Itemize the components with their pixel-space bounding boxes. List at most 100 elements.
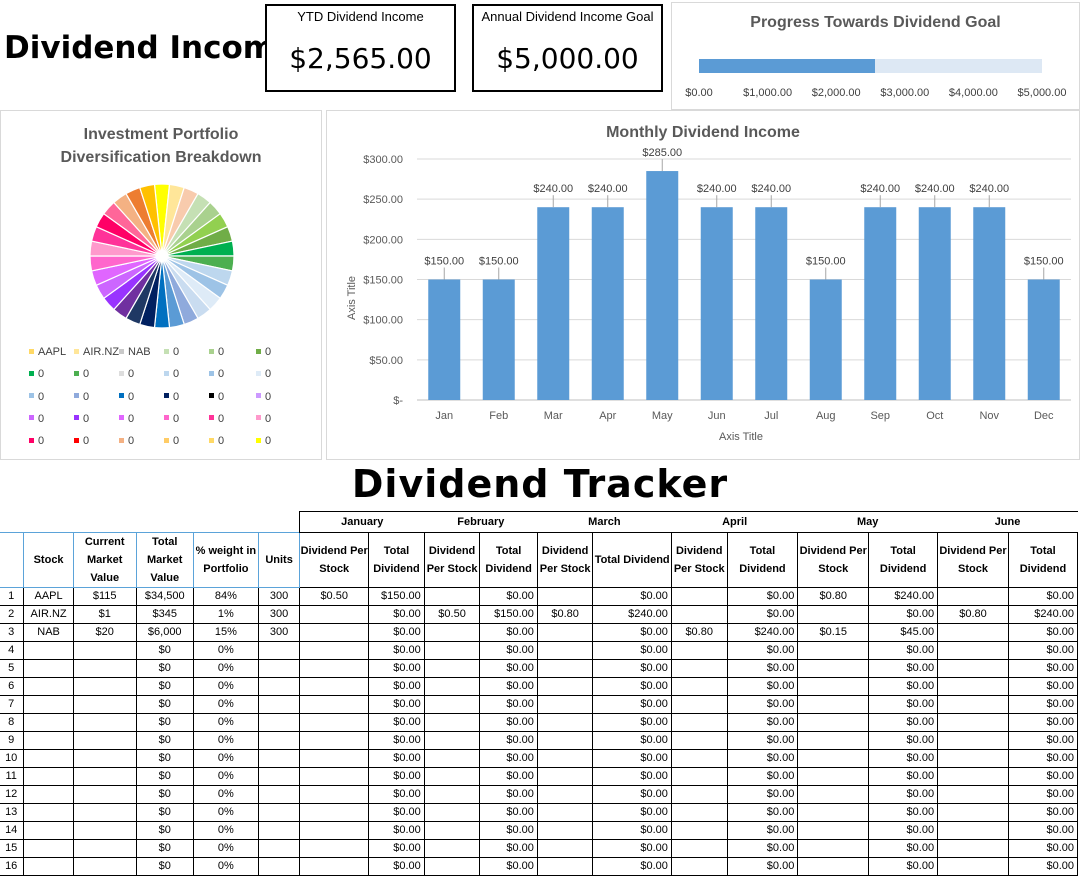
table-cell[interactable] bbox=[72, 641, 137, 660]
table-cell[interactable] bbox=[670, 677, 728, 696]
table-cell[interactable] bbox=[299, 623, 370, 642]
table-cell[interactable]: $0.15 bbox=[797, 623, 870, 642]
table-cell[interactable]: $0.00 bbox=[726, 803, 799, 822]
table-cell[interactable]: AAPL bbox=[23, 587, 74, 606]
bar-mar[interactable] bbox=[537, 207, 570, 400]
table-cell[interactable] bbox=[536, 623, 594, 642]
table-cell[interactable]: 0% bbox=[192, 821, 259, 840]
table-cell[interactable]: $0.00 bbox=[592, 695, 672, 714]
table-cell[interactable]: $0.00 bbox=[726, 659, 799, 678]
pie-legend-item[interactable]: 0 bbox=[119, 413, 134, 425]
table-cell[interactable] bbox=[299, 821, 370, 840]
bar-may[interactable] bbox=[646, 171, 679, 400]
table-cell[interactable] bbox=[937, 785, 1009, 804]
table-cell[interactable]: $0.00 bbox=[726, 785, 799, 804]
table-cell[interactable] bbox=[423, 749, 481, 768]
table-cell[interactable]: $0.00 bbox=[1007, 821, 1079, 840]
table-cell[interactable]: $0.00 bbox=[1007, 713, 1079, 732]
table-cell[interactable] bbox=[23, 749, 74, 768]
monthly-income-panel[interactable]: Monthly Dividend Income Axis Title Axis … bbox=[326, 110, 1080, 460]
table-cell[interactable] bbox=[536, 785, 594, 804]
table-cell[interactable]: 16 bbox=[0, 857, 25, 876]
table-cell[interactable]: $0.00 bbox=[726, 713, 799, 732]
table-cell[interactable] bbox=[257, 821, 301, 840]
bar-jul[interactable] bbox=[755, 207, 788, 400]
table-cell[interactable]: $0.00 bbox=[868, 749, 939, 768]
table-cell[interactable]: $0.00 bbox=[1007, 857, 1079, 876]
table-cell[interactable]: $0.00 bbox=[868, 857, 939, 876]
table-cell[interactable] bbox=[797, 605, 870, 624]
table-cell[interactable] bbox=[536, 803, 594, 822]
table-cell[interactable]: 12 bbox=[0, 785, 25, 804]
annual-goal-card[interactable]: Annual Dividend Income Goal $5,000.00 bbox=[472, 4, 663, 92]
pie-legend-item[interactable]: 0 bbox=[74, 413, 89, 425]
table-cell[interactable] bbox=[937, 623, 1009, 642]
table-cell[interactable] bbox=[797, 821, 870, 840]
table-cell[interactable]: $0.00 bbox=[479, 749, 538, 768]
table-cell[interactable]: 11 bbox=[0, 767, 25, 786]
table-cell[interactable]: $0.00 bbox=[479, 839, 538, 858]
table-cell[interactable]: 14 bbox=[0, 821, 25, 840]
table-cell[interactable]: $0.00 bbox=[479, 659, 538, 678]
table-cell[interactable]: $0.80 bbox=[797, 587, 870, 606]
table-cell[interactable]: 0% bbox=[192, 641, 259, 660]
table-cell[interactable] bbox=[72, 839, 137, 858]
table-cell[interactable] bbox=[72, 713, 137, 732]
table-cell[interactable]: $0.00 bbox=[868, 677, 939, 696]
table-cell[interactable] bbox=[937, 695, 1009, 714]
table-cell[interactable]: $0.00 bbox=[479, 785, 538, 804]
table-cell[interactable]: $0.00 bbox=[868, 605, 939, 624]
table-cell[interactable]: 0% bbox=[192, 731, 259, 750]
table-cell[interactable]: $0.00 bbox=[726, 641, 799, 660]
table-cell[interactable]: $0.00 bbox=[592, 767, 672, 786]
pie-legend-item[interactable]: 0 bbox=[164, 346, 179, 358]
table-cell[interactable] bbox=[670, 659, 728, 678]
table-cell[interactable]: $0.00 bbox=[592, 713, 672, 732]
table-cell[interactable]: $0.00 bbox=[368, 677, 425, 696]
pie-legend-item[interactable]: NAB bbox=[119, 346, 151, 358]
table-cell[interactable] bbox=[937, 767, 1009, 786]
table-cell[interactable]: 2 bbox=[0, 605, 25, 624]
table-cell[interactable] bbox=[23, 731, 74, 750]
table-cell[interactable] bbox=[423, 785, 481, 804]
table-cell[interactable] bbox=[23, 695, 74, 714]
table-cell[interactable]: $0 bbox=[135, 731, 194, 750]
table-cell[interactable] bbox=[23, 677, 74, 696]
table-cell[interactable]: $0.00 bbox=[368, 623, 425, 642]
table-cell[interactable]: $0.00 bbox=[592, 731, 672, 750]
table-cell[interactable]: 0% bbox=[192, 677, 259, 696]
table-cell[interactable]: $0 bbox=[135, 803, 194, 822]
table-cell[interactable] bbox=[299, 695, 370, 714]
portfolio-pie-panel[interactable]: Investment Portfolio Diversification Bre… bbox=[0, 110, 322, 460]
table-cell[interactable] bbox=[72, 695, 137, 714]
table-cell[interactable] bbox=[797, 659, 870, 678]
table-cell[interactable]: $0.00 bbox=[368, 839, 425, 858]
table-cell[interactable] bbox=[423, 839, 481, 858]
table-cell[interactable]: $0.00 bbox=[479, 713, 538, 732]
table-cell[interactable] bbox=[937, 731, 1009, 750]
table-cell[interactable]: $0.00 bbox=[368, 731, 425, 750]
table-cell[interactable]: $0.00 bbox=[868, 839, 939, 858]
table-cell[interactable]: $0.00 bbox=[868, 731, 939, 750]
table-cell[interactable]: 1 bbox=[0, 587, 25, 606]
table-cell[interactable]: $0.00 bbox=[368, 803, 425, 822]
pie-legend-item[interactable]: 0 bbox=[119, 435, 134, 447]
table-cell[interactable]: $0.00 bbox=[368, 605, 425, 624]
table-cell[interactable] bbox=[257, 731, 301, 750]
table-cell[interactable]: $0.00 bbox=[1007, 623, 1079, 642]
table-cell[interactable]: $0.50 bbox=[299, 587, 370, 606]
table-cell[interactable] bbox=[536, 749, 594, 768]
pie-legend-item[interactable]: 0 bbox=[164, 413, 179, 425]
table-cell[interactable]: $0 bbox=[135, 839, 194, 858]
table-cell[interactable]: 300 bbox=[257, 587, 301, 606]
table-cell[interactable]: 300 bbox=[257, 623, 301, 642]
table-cell[interactable] bbox=[670, 785, 728, 804]
pie-legend-item[interactable]: 0 bbox=[256, 435, 271, 447]
table-cell[interactable]: 9 bbox=[0, 731, 25, 750]
table-cell[interactable]: $0.80 bbox=[536, 605, 594, 624]
bar-apr[interactable] bbox=[591, 207, 624, 400]
table-cell[interactable]: $0.00 bbox=[592, 803, 672, 822]
table-cell[interactable] bbox=[536, 839, 594, 858]
table-cell[interactable] bbox=[536, 857, 594, 876]
table-cell[interactable]: $0.00 bbox=[479, 821, 538, 840]
